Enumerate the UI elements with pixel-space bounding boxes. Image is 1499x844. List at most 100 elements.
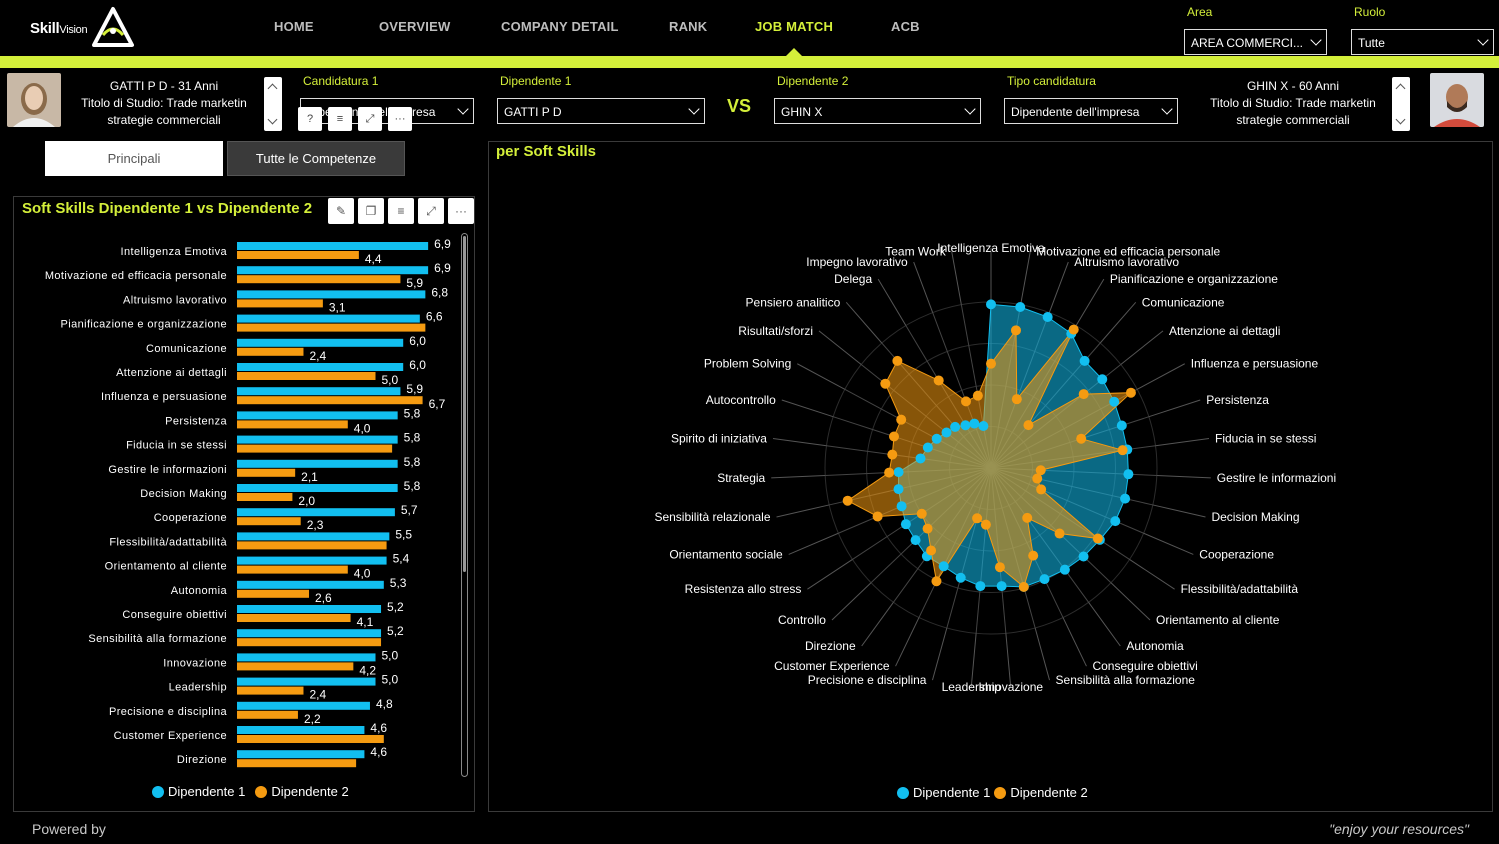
ruolo-select[interactable]: Tutte xyxy=(1351,29,1494,55)
area-select[interactable]: AREA COMMERCI... xyxy=(1184,29,1327,55)
nav-home[interactable]: HOME xyxy=(274,19,314,34)
bar-dipendente-1[interactable] xyxy=(237,242,429,250)
tipo-candidatura-select[interactable]: Dipendente dell'impresa xyxy=(1004,98,1178,124)
bar-dipendente-1[interactable] xyxy=(237,387,401,396)
radar-point-dipendente-2[interactable] xyxy=(1078,389,1089,400)
radar-point-dipendente-2[interactable] xyxy=(1092,533,1103,544)
radar-point-dipendente-1[interactable] xyxy=(1110,516,1121,527)
more-options-icon[interactable]: ··· xyxy=(388,107,412,131)
bar-dipendente-1[interactable] xyxy=(237,629,382,638)
radar-point-dipendente-1[interactable] xyxy=(969,418,980,429)
bar-dipendente-2[interactable] xyxy=(237,686,304,695)
radar-point-dipendente-2[interactable] xyxy=(1011,394,1022,405)
bar-dipendente-2[interactable] xyxy=(237,759,357,768)
radar-point-dipendente-1[interactable] xyxy=(1116,420,1127,431)
bar-dipendente-1[interactable] xyxy=(237,701,370,710)
radar-point-dipendente-1[interactable] xyxy=(1039,574,1050,585)
radar-point-dipendente-2[interactable] xyxy=(972,513,983,524)
filter-icon[interactable]: ≡ xyxy=(388,198,414,224)
radar-point-dipendente-1[interactable] xyxy=(950,421,961,432)
bar-dipendente-2[interactable] xyxy=(237,468,296,477)
radar-point-dipendente-1[interactable] xyxy=(893,467,904,478)
more-options-icon[interactable]: ··· xyxy=(448,198,474,224)
bar-dipendente-2[interactable] xyxy=(237,541,387,550)
nav-rank[interactable]: RANK xyxy=(669,19,708,34)
bar-dipendente-2[interactable] xyxy=(237,275,401,284)
radar-point-dipendente-2[interactable] xyxy=(1023,420,1034,431)
radar-point-dipendente-1[interactable] xyxy=(922,442,933,453)
bar-dipendente-1[interactable] xyxy=(237,363,404,371)
bar-dipendente-1[interactable] xyxy=(237,750,365,759)
bar-dipendente-2[interactable] xyxy=(237,396,423,405)
radar-point-dipendente-1[interactable] xyxy=(910,535,921,546)
radar-point-dipendente-2[interactable] xyxy=(922,523,933,534)
radar-point-dipendente-2[interactable] xyxy=(1032,473,1043,484)
radar-point-dipendente-1[interactable] xyxy=(975,581,986,592)
nav-acb[interactable]: ACB xyxy=(891,19,920,34)
radar-point-dipendente-1[interactable] xyxy=(915,453,926,464)
radar-point-dipendente-2[interactable] xyxy=(842,495,853,506)
radar-point-dipendente-1[interactable] xyxy=(978,421,989,432)
bar-dipendente-2[interactable] xyxy=(237,420,348,429)
radar-point-dipendente-2[interactable] xyxy=(884,467,895,478)
bar-dipendente-1[interactable] xyxy=(237,435,398,444)
radar-point-dipendente-1[interactable] xyxy=(931,433,942,444)
bar-dipendente-2[interactable] xyxy=(237,517,301,526)
radar-point-dipendente-2[interactable] xyxy=(1022,512,1033,523)
bar-dipendente-2[interactable] xyxy=(237,614,351,622)
dipendente-1-info-scrollbar[interactable] xyxy=(264,77,282,131)
focus-mode-icon[interactable]: ⤢ xyxy=(358,107,382,131)
radar-point-dipendente-1[interactable] xyxy=(1078,551,1089,562)
bar-dipendente-1[interactable] xyxy=(237,290,426,299)
nav-company-detail[interactable]: COMPANY DETAIL xyxy=(501,19,619,34)
bar-dipendente-1[interactable] xyxy=(237,556,387,565)
radar-point-dipendente-2[interactable] xyxy=(1068,324,1079,335)
bar-dipendente-1[interactable] xyxy=(237,459,398,468)
bar-dipendente-1[interactable] xyxy=(237,484,398,492)
bar-dipendente-1[interactable] xyxy=(237,508,395,517)
bar-dipendente-2[interactable] xyxy=(237,372,376,380)
radar-point-dipendente-2[interactable] xyxy=(1035,465,1046,476)
bar-dipendente-2[interactable] xyxy=(237,589,310,598)
radar-point-dipendente-1[interactable] xyxy=(1042,312,1053,323)
bar-dipendente-1[interactable] xyxy=(237,532,390,541)
focus-mode-icon[interactable]: ⤢ xyxy=(418,198,444,224)
bar-chart-scrollbar[interactable] xyxy=(461,233,468,777)
dipendente-1-select[interactable]: GATTI P D xyxy=(497,98,705,124)
pin-icon[interactable]: ✎ xyxy=(328,198,354,224)
bar-dipendente-1[interactable] xyxy=(237,726,365,734)
radar-point-dipendente-1[interactable] xyxy=(960,420,971,431)
radar-point-dipendente-1[interactable] xyxy=(996,581,1007,592)
dipendente-2-select[interactable]: GHIN X xyxy=(774,98,981,124)
radar-point-dipendente-1[interactable] xyxy=(900,519,911,530)
radar-point-dipendente-2[interactable] xyxy=(880,378,891,389)
bar-dipendente-2[interactable] xyxy=(237,323,426,332)
radar-point-dipendente-2[interactable] xyxy=(1010,325,1021,336)
radar-point-dipendente-2[interactable] xyxy=(972,390,983,401)
radar-point-dipendente-1[interactable] xyxy=(1109,396,1120,407)
radar-point-dipendente-2[interactable] xyxy=(926,545,937,556)
help-icon[interactable]: ? xyxy=(298,107,322,131)
radar-point-dipendente-1[interactable] xyxy=(955,572,966,583)
radar-point-dipendente-2[interactable] xyxy=(896,414,907,425)
radar-point-dipendente-2[interactable] xyxy=(1036,484,1047,495)
radar-point-dipendente-1[interactable] xyxy=(896,501,907,512)
bar-dipendente-2[interactable] xyxy=(237,565,348,574)
radar-point-dipendente-2[interactable] xyxy=(986,358,996,369)
radar-point-dipendente-2[interactable] xyxy=(916,508,927,519)
bar-dipendente-1[interactable] xyxy=(237,338,404,347)
radar-point-dipendente-1[interactable] xyxy=(938,561,949,572)
radar-point-dipendente-2[interactable] xyxy=(1117,445,1128,456)
radar-point-dipendente-1[interactable] xyxy=(1123,469,1134,480)
radar-point-dipendente-2[interactable] xyxy=(1018,581,1029,592)
radar-point-dipendente-1[interactable] xyxy=(1015,302,1026,313)
copy-icon[interactable]: ❐ xyxy=(358,198,384,224)
bar-dipendente-2[interactable] xyxy=(237,638,382,647)
radar-point-dipendente-1[interactable] xyxy=(893,484,904,495)
filter-icon[interactable]: ≡ xyxy=(328,107,352,131)
bar-dipendente-1[interactable] xyxy=(237,266,429,275)
radar-point-dipendente-1[interactable] xyxy=(1079,355,1090,366)
radar-point-dipendente-2[interactable] xyxy=(1125,387,1136,398)
bar-dipendente-2[interactable] xyxy=(237,662,354,671)
radar-point-dipendente-2[interactable] xyxy=(933,375,944,386)
